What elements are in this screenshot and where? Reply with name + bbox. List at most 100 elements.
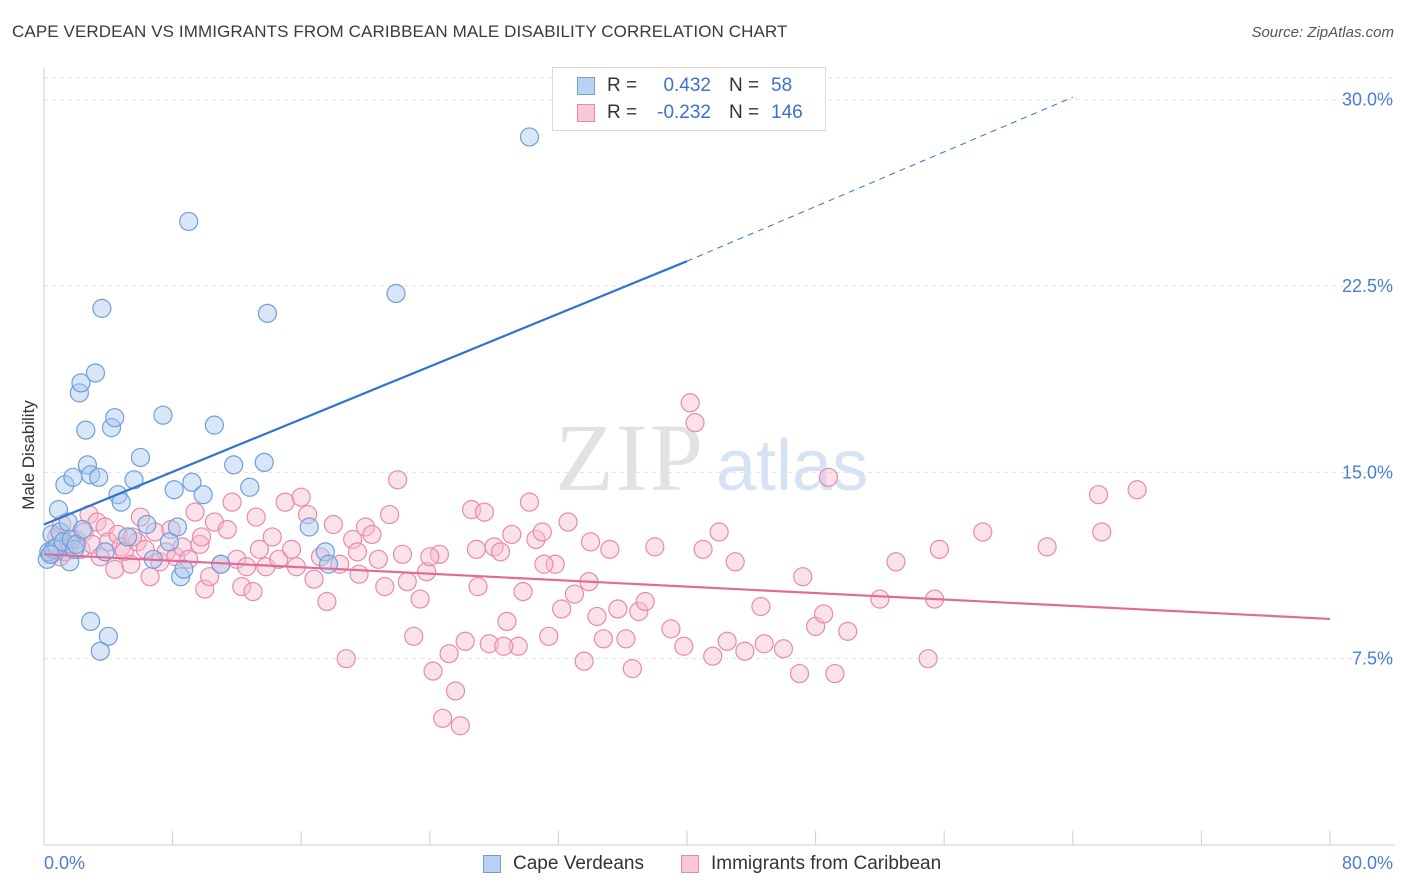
- axes: [43, 68, 1395, 846]
- caribbean-trend-line: [43, 553, 1331, 621]
- caribbean-point: [693, 539, 713, 559]
- caribbean-point: [1092, 522, 1112, 542]
- caribbean-point: [564, 584, 585, 604]
- caribbean-point: [818, 467, 839, 487]
- capeverdean-point: [90, 641, 110, 661]
- caribbean-point: [105, 559, 125, 579]
- capeverdean-point: [72, 519, 93, 540]
- caribbean-point: [349, 564, 369, 584]
- capeverdean-point: [240, 477, 260, 497]
- capeverdean-point: [42, 524, 62, 545]
- capeverdean-point: [318, 554, 339, 574]
- legend-r-value: -0.232: [657, 102, 711, 123]
- capeverdean-point: [224, 455, 244, 475]
- x-tick-label-min: 0.0%: [44, 853, 85, 873]
- caribbean-point: [814, 604, 834, 624]
- caribbean-point: [600, 539, 620, 559]
- y-tick-label: 22.5%: [1342, 276, 1393, 296]
- caribbean-point: [973, 522, 993, 542]
- capeverdean-point: [137, 514, 157, 535]
- caribbean-point: [269, 549, 289, 569]
- caribbean-point: [291, 487, 311, 507]
- caribbean-point: [754, 634, 774, 654]
- caribbean-point: [195, 579, 215, 599]
- capeverdean-trend-extension: [686, 96, 1073, 262]
- caribbean-point: [918, 649, 938, 669]
- caribbean-point: [793, 567, 813, 587]
- capeverdean-point: [299, 517, 319, 537]
- legend-r-label: R =: [607, 75, 638, 96]
- caribbean-point: [439, 644, 459, 664]
- caribbean-point: [870, 589, 890, 609]
- caribbean-point: [392, 544, 413, 564]
- caribbean-point: [1127, 480, 1147, 500]
- caribbean-point: [466, 539, 487, 559]
- capeverdean-point: [89, 467, 109, 487]
- capeverdean-point: [63, 467, 83, 487]
- caribbean-point: [838, 621, 858, 641]
- caribbean-point: [199, 567, 220, 587]
- caribbean-point: [380, 504, 400, 525]
- capeverdean-point: [69, 383, 89, 403]
- caribbean-point: [416, 562, 437, 582]
- capeverdean-point: [167, 517, 188, 537]
- caribbean-point: [1037, 537, 1057, 557]
- capeverdean-point: [179, 211, 199, 232]
- capeverdean-point: [257, 303, 278, 323]
- caribbean-point: [262, 527, 282, 547]
- caribbean-point: [336, 649, 356, 669]
- watermark-atlas: atlas: [716, 426, 868, 506]
- caribbean-point: [323, 514, 343, 535]
- caribbean-point: [545, 554, 565, 574]
- capeverdean-point: [81, 611, 101, 632]
- caribbean-point: [558, 512, 578, 532]
- caribbean-point: [508, 636, 528, 656]
- capeverdean-point: [81, 465, 101, 485]
- caribbean-point: [703, 646, 723, 666]
- bottom-swatch-caribbean: [681, 855, 699, 873]
- capeverdean-point: [519, 127, 540, 147]
- legend-r-label: R =: [607, 102, 638, 123]
- caribbean-point: [410, 589, 430, 609]
- source-label: Source: ZipAtlas.com: [1251, 24, 1394, 41]
- capeverdean-point: [153, 405, 173, 425]
- legend-n-label: N =: [729, 75, 760, 96]
- caribbean-point: [317, 591, 337, 612]
- trend-lines: [43, 96, 1331, 621]
- watermark-zip: ZIP: [555, 404, 705, 511]
- capeverdean-point: [254, 452, 274, 473]
- caribbean-point: [420, 547, 440, 567]
- caribbean-point: [343, 529, 363, 550]
- caribbean-point: [534, 554, 554, 574]
- caribbean-point: [526, 529, 546, 550]
- caribbean-point: [479, 634, 499, 654]
- caribbean-point: [423, 661, 443, 681]
- caribbean-point: [622, 659, 642, 679]
- caribbean-point: [445, 681, 466, 701]
- caribbean-point: [629, 601, 649, 622]
- capeverdean-point: [117, 527, 138, 547]
- caribbean-point: [236, 557, 257, 577]
- caribbean-point: [717, 631, 737, 651]
- caribbean-point: [645, 537, 665, 557]
- caribbean-point: [191, 527, 212, 547]
- caribbean-point: [685, 413, 705, 433]
- caribbean-point: [608, 599, 628, 619]
- bottom-legend-capeverdean: Cape Verdeans: [483, 852, 644, 876]
- caribbean-point: [574, 651, 594, 671]
- caribbean-point: [455, 631, 475, 651]
- capeverdean-point: [105, 408, 125, 428]
- legend-n-value: 58: [771, 75, 793, 96]
- caribbean-point: [355, 517, 376, 537]
- caribbean-point: [497, 611, 517, 632]
- caribbean-point: [375, 577, 395, 597]
- caribbean-point: [593, 629, 614, 649]
- caribbean-point: [222, 492, 242, 512]
- caribbean-point: [130, 507, 151, 527]
- caribbean-point: [433, 708, 453, 728]
- y-tick-label: 7.5%: [1352, 649, 1393, 669]
- caribbean-point: [539, 626, 559, 646]
- capeverdean-point: [182, 472, 202, 492]
- caribbean-point: [185, 502, 205, 522]
